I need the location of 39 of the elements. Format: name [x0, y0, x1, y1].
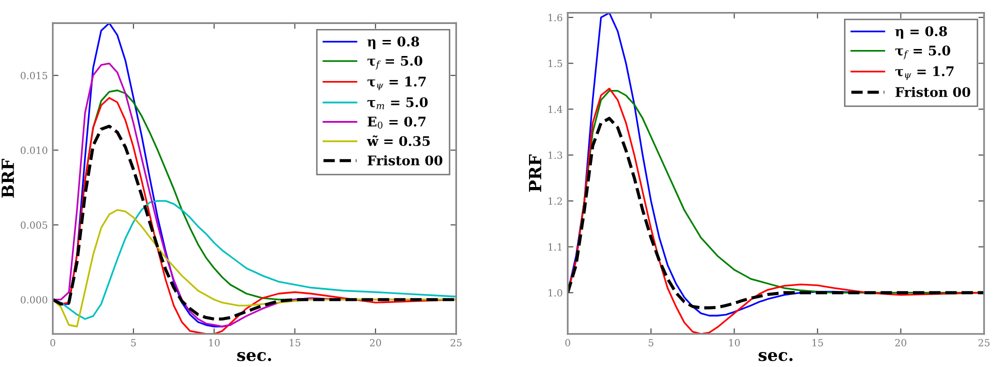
legend-label: η = 0.8	[367, 36, 420, 50]
x-tick-label: 15	[812, 339, 823, 346]
y-axis-title: PRF	[529, 154, 542, 192]
x-axis-title: sec.	[237, 352, 272, 362]
x-tick-label: 25	[978, 339, 990, 346]
x-tick-label: 0	[565, 339, 570, 346]
x-tick-label: 10	[729, 339, 740, 346]
x-tick-label: 5	[648, 339, 654, 346]
x-tick-label: 20	[370, 339, 382, 346]
y-tick-label: 0.015	[20, 72, 48, 80]
line-series	[568, 116, 984, 310]
legend-label: τ$_{m}$ = 5.0	[367, 97, 428, 110]
legend-label: Friston 00	[896, 86, 970, 98]
legend-label: τ$_{ψ}$ = 1.7	[895, 66, 954, 80]
y-tick-label: 1.4	[548, 106, 562, 114]
legend-label: η = 0.8	[895, 26, 947, 39]
y-tick-label: 1.1	[548, 243, 562, 251]
x-tick-label: 20	[895, 339, 906, 346]
y-tick-label: 1.0	[548, 289, 562, 297]
x-tick-label: 10	[209, 339, 220, 346]
y-tick-label: 1.6	[548, 14, 562, 22]
x-tick-label: 25	[450, 339, 462, 346]
legend-label: Friston 00	[368, 155, 442, 166]
x-tick-label: 5	[131, 339, 136, 346]
legend-label: E$_{0}$ = 0.7	[368, 116, 426, 129]
y-tick-label: 1.2	[548, 197, 562, 205]
y-axis-title: BRF	[2, 158, 14, 198]
legend-label: w̃ = 0.35	[366, 135, 430, 146]
x-tick-label: 15	[290, 339, 300, 346]
x-axis-title: sec.	[758, 352, 792, 362]
legend-label: τ$_{f}$ = 5.0	[367, 56, 422, 70]
legend-label: τ$_{ψ}$ = 1.7	[367, 76, 426, 90]
y-tick-label: 1.3	[548, 152, 562, 159]
y-tick-label: 0.005	[20, 221, 48, 229]
y-tick-label: 1.5	[548, 60, 562, 68]
y-tick-label: 0.010	[20, 146, 48, 154]
y-tick-label: 0.000	[20, 296, 48, 304]
x-tick-label: 0	[50, 339, 56, 346]
legend-label: τ$_{f}$ = 5.0	[895, 46, 950, 60]
